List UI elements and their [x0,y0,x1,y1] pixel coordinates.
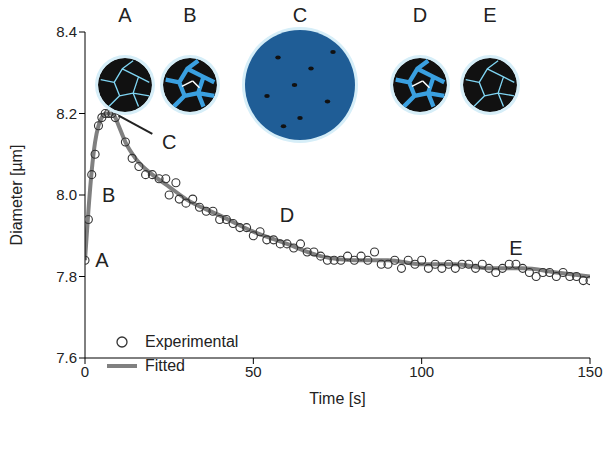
svg-text:150: 150 [577,363,602,380]
svg-text:50: 50 [245,363,262,380]
svg-text:7.6: 7.6 [56,349,77,366]
svg-text:A: A [95,249,109,271]
svg-text:D: D [413,4,427,26]
html-text:Fitted: Fitted [145,357,185,374]
svg-text:Time [s]: Time [s] [309,390,365,407]
svg-text:7.8: 7.8 [56,268,77,285]
svg-text:D: D [280,204,294,226]
svg-text:100: 100 [409,363,434,380]
svg-text:8.0: 8.0 [56,186,77,203]
html-text:Experimental: Experimental [145,333,239,350]
svg-text:C: C [293,4,307,26]
svg-text:0: 0 [81,363,89,380]
svg-text:B: B [183,4,196,26]
svg-text:8.2: 8.2 [56,105,77,122]
svg-text:8.4: 8.4 [56,23,77,40]
svg-text:B: B [102,184,115,206]
svg-text:Diameter [µm]: Diameter [µm] [8,145,25,246]
svg-text:C: C [162,131,176,153]
svg-text:E: E [483,4,496,26]
svg-text:A: A [118,4,132,26]
svg-text:E: E [509,237,522,259]
